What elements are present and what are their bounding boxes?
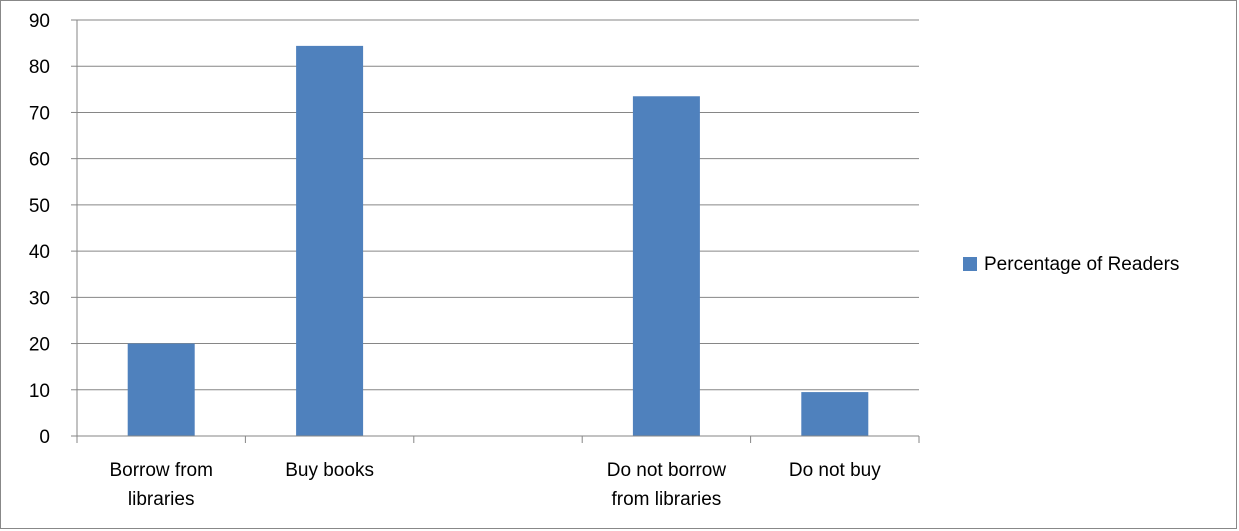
y-tick-label: 70: [29, 103, 50, 124]
bar: [127, 343, 195, 436]
x-tick-label: Buy books: [285, 460, 374, 481]
x-tick-label: libraries: [128, 489, 195, 510]
x-tick-label: Do not borrow: [607, 460, 727, 481]
y-tick-label: 10: [29, 381, 50, 402]
x-tick-label: Borrow from: [109, 460, 212, 481]
y-tick-label: 30: [29, 288, 50, 309]
bar: [801, 392, 869, 436]
y-tick-label: 0: [39, 427, 50, 448]
bars: [127, 45, 869, 437]
x-tick-label: Do not buy: [789, 460, 881, 481]
y-tick-label: 90: [29, 11, 50, 32]
y-tick-label: 20: [29, 335, 50, 356]
legend-label: Percentage of Readers: [984, 254, 1179, 275]
gridlines: [77, 19, 919, 391]
y-tick-label: 40: [29, 242, 50, 263]
bar: [296, 45, 364, 436]
axes: [76, 20, 920, 443]
y-tick-label: 50: [29, 196, 50, 217]
x-tick-label: from libraries: [611, 489, 721, 510]
y-tick-label: 60: [29, 150, 50, 171]
legend-swatch: [963, 257, 977, 271]
legend: Percentage of Readers: [963, 254, 1179, 275]
y-tick-labels: 0 10 20 30 40 50 60 70 80 90: [29, 11, 77, 448]
bar: [632, 96, 700, 437]
x-tick-labels: Borrow from libraries Buy books Do not borr…: [109, 460, 881, 510]
y-tick-label: 80: [29, 57, 50, 78]
